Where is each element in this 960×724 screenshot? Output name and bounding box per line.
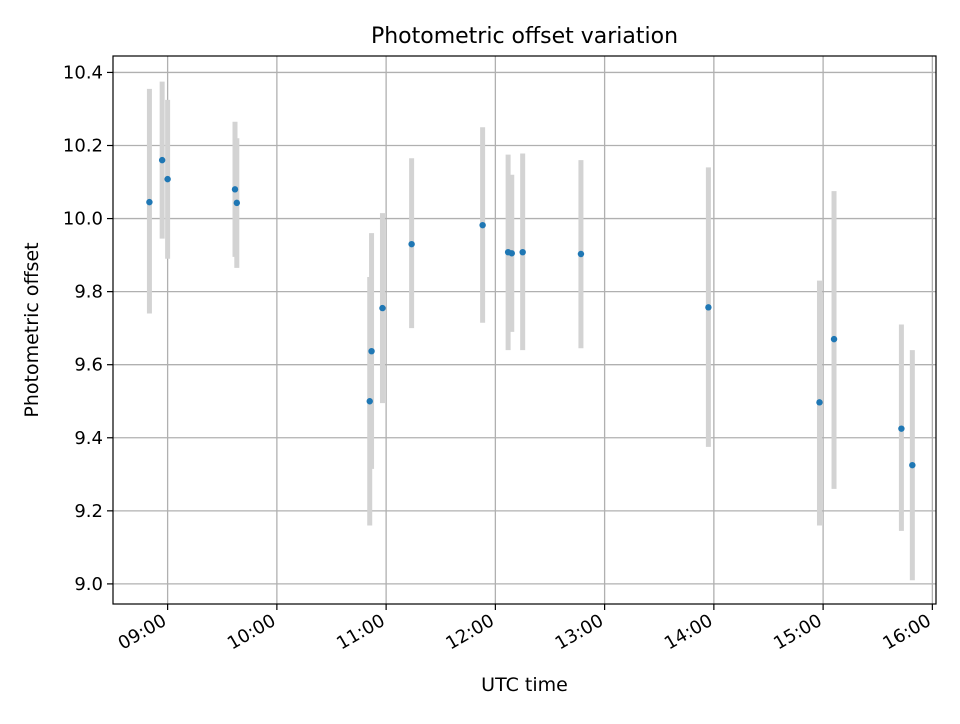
y-tick-label: 10.4 bbox=[63, 62, 103, 83]
data-point bbox=[164, 175, 171, 183]
y-tick-label: 9.2 bbox=[74, 501, 103, 522]
y-tick-label: 9.4 bbox=[74, 428, 103, 449]
data-point bbox=[408, 240, 415, 248]
x-axis-label: UTC time bbox=[481, 674, 568, 696]
data-points bbox=[146, 156, 916, 469]
y-tick-label: 9.6 bbox=[74, 355, 103, 376]
data-point bbox=[705, 304, 712, 311]
data-point bbox=[233, 199, 241, 207]
y-tick-label: 10.2 bbox=[63, 136, 103, 157]
data-point bbox=[519, 248, 526, 256]
y-tick-label: 9.8 bbox=[74, 282, 103, 303]
plot-frame bbox=[112, 55, 937, 605]
data-point bbox=[158, 156, 166, 164]
data-point bbox=[379, 304, 386, 312]
y-tick-label: 10.0 bbox=[63, 209, 103, 230]
data-point bbox=[830, 335, 838, 343]
data-point bbox=[577, 250, 585, 258]
data-point bbox=[368, 347, 375, 355]
data-point bbox=[508, 250, 515, 257]
data-point bbox=[479, 221, 486, 229]
data-point bbox=[146, 198, 153, 206]
data-point bbox=[366, 398, 373, 405]
y-tick-label: 9.0 bbox=[74, 574, 103, 595]
data-point bbox=[816, 399, 823, 406]
chart-title: Photometric offset variation bbox=[371, 24, 678, 49]
data-point bbox=[898, 425, 905, 432]
y-axis-label: Photometric offset bbox=[21, 242, 43, 417]
data-point bbox=[909, 461, 916, 469]
y-axis-ticks: 9.0 9.2 9.4 9.6 9.8 10.0 10.2 10.4 bbox=[63, 62, 113, 595]
data-point bbox=[231, 186, 239, 193]
